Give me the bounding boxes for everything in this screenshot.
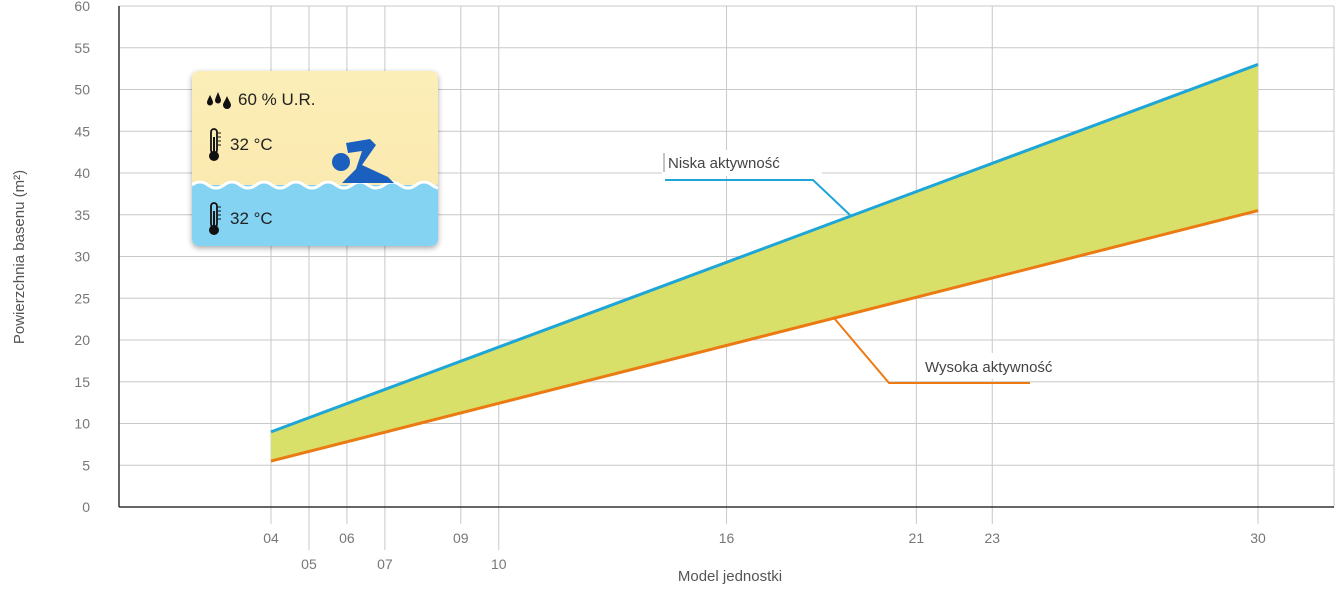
y-tick-label: 0 [82, 499, 90, 515]
activity-band-area [271, 64, 1258, 462]
series-line-niska-aktywnosc [270, 63, 1259, 434]
y-tick-label: 5 [82, 457, 90, 473]
humidity-value: 60 % U.R. [238, 90, 316, 109]
y-tick-label: 35 [74, 207, 90, 223]
series-line-wysoka-aktywnosc [270, 209, 1259, 463]
y-tick-label: 55 [74, 40, 90, 56]
y-tick-label: 50 [74, 82, 90, 98]
x-tick-label: 30 [1250, 530, 1266, 546]
y-axis-title: Powierzchnia basenu (m²) [11, 170, 28, 344]
x-tick-label: 16 [719, 530, 735, 546]
x-tick-labels: 04 05 06 07 09 10 16 21 23 30 [263, 530, 1266, 572]
y-tick-labels: 0 5 10 15 20 25 30 35 40 45 50 55 60 [74, 0, 90, 515]
humidity-row: 60 % U.R. [206, 89, 315, 111]
y-tick-label: 25 [74, 290, 90, 306]
x-tick-label: 05 [301, 556, 317, 572]
x-tick-label: 23 [984, 530, 1000, 546]
y-tick-label: 60 [74, 0, 90, 14]
series-label-wysoka-aktywnosc: Wysoka aktywność [925, 359, 1053, 376]
y-tick-label: 45 [74, 123, 90, 139]
air-section [192, 71, 438, 185]
water-temp-value: 32 °C [230, 209, 273, 228]
water-drops-icon [207, 92, 231, 109]
series-label-bg-wysoka [920, 353, 1065, 379]
air-temp-row: 32 °C [206, 127, 273, 163]
swimmer-icon [332, 139, 394, 183]
x-tick-label: 10 [491, 556, 507, 572]
conditions-legend: 60 % U.R. 32 °C 32 °C [192, 71, 438, 246]
air-temp-value: 32 °C [230, 135, 273, 154]
series-label-leader-niska [665, 179, 851, 216]
water-section [192, 185, 438, 246]
series-label-bg-niska [662, 150, 822, 176]
x-axis-title: Model jednostki [678, 568, 782, 585]
y-tick-label: 10 [74, 416, 90, 432]
x-tick-label: 04 [263, 530, 279, 546]
series-label-leader-wysoka [833, 317, 1030, 384]
x-tick-label: 07 [377, 556, 393, 572]
y-tick-label: 30 [74, 249, 90, 265]
x-tick-label: 09 [453, 530, 469, 546]
x-tick-label: 06 [339, 530, 355, 546]
y-tick-label: 20 [74, 332, 90, 348]
series-label-niska-aktywnosc: Niska aktywność [668, 155, 780, 172]
y-tick-label: 40 [74, 165, 90, 181]
water-temp-row: 32 °C [206, 201, 273, 237]
thermometer-icon [209, 128, 221, 161]
thermometer-icon [209, 202, 221, 235]
y-tick-label: 15 [74, 374, 90, 390]
x-tick-label: 21 [909, 530, 925, 546]
wave-divider [192, 180, 438, 193]
